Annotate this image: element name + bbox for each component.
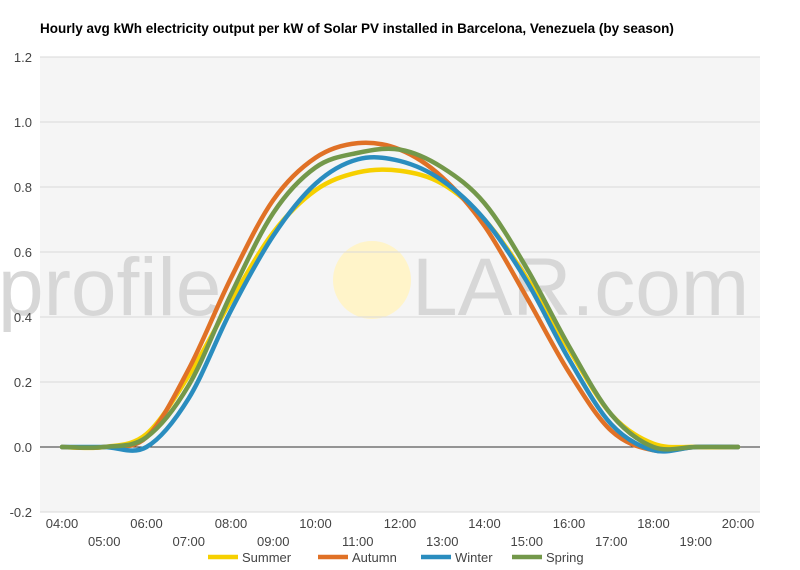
watermark-sun-icon (333, 241, 411, 319)
x-tick-label: 07:00 (172, 534, 205, 549)
series-lines (59, 140, 741, 454)
x-tick-label: 15:00 (510, 534, 543, 549)
y-tick-label: 0.2 (14, 375, 32, 390)
legend-label-summer: Summer (242, 550, 292, 565)
x-tick-label: 20:00 (722, 516, 755, 531)
watermark: profile LAR.com (0, 241, 749, 333)
watermark-text-left: profile (0, 242, 221, 333)
legend-label-autumn: Autumn (352, 550, 397, 565)
series-line-winter (59, 155, 741, 454)
x-tick-label: 17:00 (595, 534, 628, 549)
legend: Summer Autumn Winter Spring (208, 550, 584, 565)
y-axis-tick-labels: -0.2 0.0 0.2 0.4 0.6 0.8 1.0 1.2 (10, 50, 32, 520)
y-tick-label: 0.6 (14, 245, 32, 260)
chart-title: Hourly avg kWh electricity output per kW… (40, 21, 674, 36)
x-tick-label: 18:00 (637, 516, 670, 531)
x-tick-label: 16:00 (553, 516, 586, 531)
watermark-text-right: LAR.com (412, 242, 749, 333)
gridlines (40, 56, 760, 513)
y-tick-label: -0.2 (10, 505, 32, 520)
y-tick-label: 1.0 (14, 115, 32, 130)
legend-label-spring: Spring (546, 550, 584, 565)
x-tick-label: 08:00 (215, 516, 248, 531)
x-tick-label: 06:00 (130, 516, 163, 531)
x-tick-label: 14:00 (468, 516, 501, 531)
x-tick-label: 10:00 (299, 516, 332, 531)
y-tick-label: 0.0 (14, 440, 32, 455)
legend-label-winter: Winter (455, 550, 493, 565)
x-tick-label: 13:00 (426, 534, 459, 549)
x-tick-label: 11:00 (342, 534, 374, 549)
x-tick-label: 04:00 (46, 516, 79, 531)
x-tick-label: 12:00 (384, 516, 417, 531)
y-tick-label: 1.2 (14, 50, 32, 65)
y-tick-label: 0.8 (14, 180, 32, 195)
x-tick-label: 19:00 (679, 534, 712, 549)
series-line-spring (59, 146, 741, 452)
y-tick-label: 0.4 (14, 310, 32, 325)
x-tick-label: 05:00 (88, 534, 121, 549)
x-tick-label: 09:00 (257, 534, 290, 549)
x-axis-tick-labels: 04:00 05:00 06:00 07:00 08:00 09:00 10:00 11:00… (46, 516, 755, 549)
